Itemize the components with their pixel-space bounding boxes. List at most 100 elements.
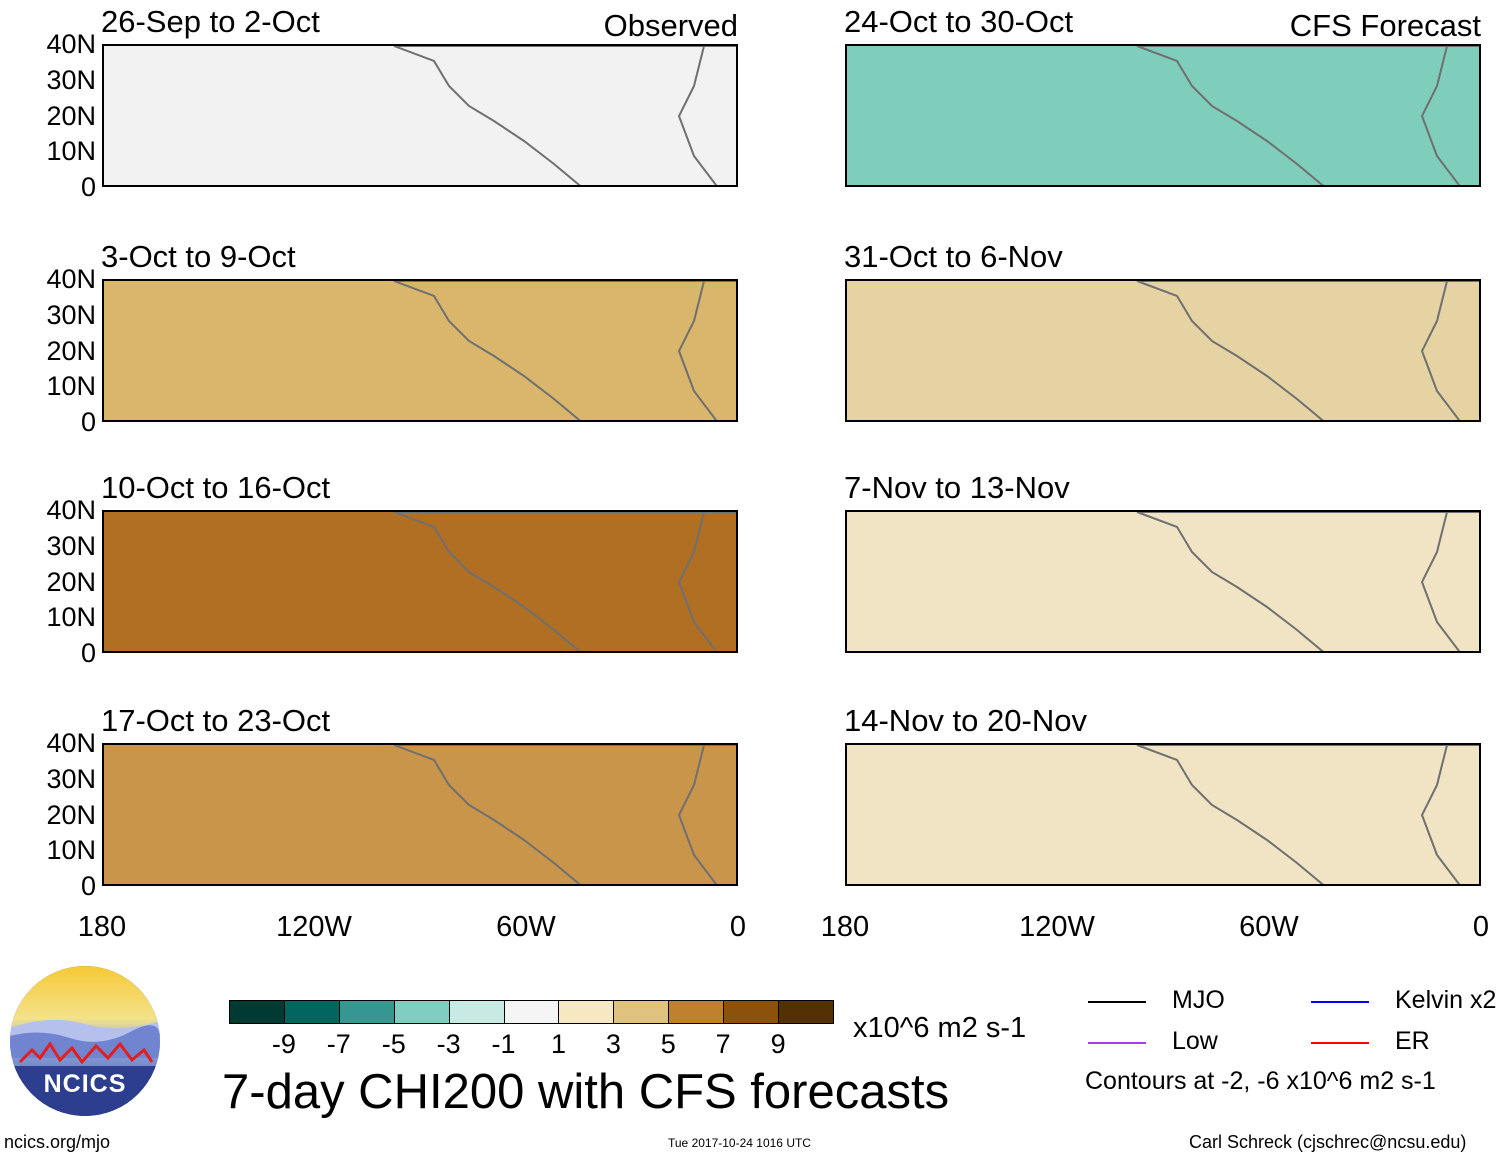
contours-note: Contours at -2, -6 x10^6 m2 s-1: [1085, 1067, 1436, 1095]
map-panel: [102, 44, 738, 187]
legend-label: Kelvin x2: [1395, 986, 1497, 1014]
map-graphic: [1136, 512, 1479, 651]
y-tick-label: 20N: [46, 566, 96, 597]
legend-line: [1088, 1042, 1146, 1044]
coastline: [393, 745, 736, 884]
footer-author: Carl Schreck (cjschrec@ncsu.edu): [1189, 1132, 1467, 1152]
legend-line: [1311, 1042, 1369, 1044]
x-tick-label: 180: [77, 911, 127, 943]
y-tick-label: 20N: [46, 335, 96, 366]
colorbar-label: 9: [770, 1029, 786, 1059]
panel-type-label: Observed: [603, 8, 738, 43]
legend-label: ER: [1395, 1027, 1430, 1055]
coastline: [677, 46, 718, 185]
colorbar-swatch: [283, 1000, 340, 1024]
footer-url[interactable]: ncics.org/mjo: [4, 1132, 111, 1152]
coastline: [677, 281, 718, 420]
panel-title: 26-Sep to 2-Oct: [101, 4, 320, 39]
logo-text: NCICS: [43, 1070, 127, 1098]
coastline: [393, 46, 736, 185]
coastline: [1136, 512, 1479, 651]
panel-title: 24-Oct to 30-Oct: [844, 4, 1074, 39]
panel-type-label: CFS Forecast: [1289, 8, 1481, 43]
coastline: [1136, 46, 1479, 185]
colorbar-swatch: [668, 1000, 725, 1024]
legend-line: [1088, 1001, 1146, 1003]
colorbar-label: 5: [660, 1029, 676, 1059]
y-tick-label: 20N: [46, 100, 96, 131]
footer-timestamp: Tue 2017-10-24 1016 UTC: [668, 1136, 811, 1150]
colorbar-label: -7: [326, 1029, 351, 1059]
legend-label: Low: [1172, 1027, 1218, 1055]
map-panel: [845, 44, 1481, 187]
colorbar-swatch: [448, 1000, 505, 1024]
colorbar-swatch: [723, 1000, 780, 1024]
y-tick-label: 0: [80, 172, 96, 202]
y-tick-label: 0: [80, 407, 96, 437]
y-tick-label: 40N: [46, 728, 96, 758]
coastline: [1420, 512, 1461, 651]
colorbar-swatch: [229, 1000, 285, 1024]
ncics-logo: NCICS: [10, 966, 160, 1116]
panel-title: 10-Oct to 16-Oct: [101, 470, 331, 505]
x-tick-label: 0: [729, 911, 747, 943]
colorbar-swatch: [503, 1000, 560, 1024]
x-tick-label: 120W: [276, 911, 352, 943]
colorbar-swatch: [393, 1000, 450, 1024]
legend-label: MJO: [1172, 986, 1225, 1014]
map-graphic: [1136, 46, 1479, 185]
y-tick-label: 40N: [46, 495, 96, 525]
colorbar-swatch: [613, 1000, 670, 1024]
colorbar-swatch: [338, 1000, 395, 1024]
coastline: [1420, 281, 1461, 420]
x-tick-label: 180: [820, 911, 870, 943]
x-tick-label: 60W: [1239, 911, 1299, 943]
map-panel: [102, 510, 738, 653]
colorbar-swatch: [778, 1000, 834, 1024]
map-graphic: [393, 46, 736, 185]
map-panel: [845, 279, 1481, 422]
colorbar-label: 7: [715, 1029, 731, 1059]
coastline: [677, 745, 718, 884]
colorbar: [229, 1000, 834, 1024]
coastline: [677, 512, 718, 651]
map-panel: [102, 279, 738, 422]
colorbar-label: -9: [271, 1029, 296, 1059]
coastline: [1420, 46, 1461, 185]
colorbar-label: -1: [491, 1029, 516, 1059]
coastline: [1136, 281, 1479, 420]
y-tick-label: 10N: [46, 371, 96, 402]
colorbar-label: 3: [605, 1029, 621, 1059]
panel-title: 7-Nov to 13-Nov: [844, 470, 1070, 505]
legend-line: [1311, 1001, 1369, 1003]
x-tick-label: 120W: [1019, 911, 1095, 943]
y-tick-label: 30N: [46, 530, 96, 561]
y-tick-label: 40N: [46, 29, 96, 59]
x-tick-label: 0: [1472, 911, 1490, 943]
y-tick-label: 30N: [46, 763, 96, 794]
main-title: 7-day CHI200 with CFS forecasts: [222, 1065, 950, 1119]
map-graphic: [393, 512, 736, 651]
colorbar-label: 1: [550, 1029, 566, 1059]
y-tick-label: 0: [80, 871, 96, 901]
y-tick-label: 40N: [46, 264, 96, 294]
map-graphic: [1136, 281, 1479, 420]
map-graphic: [1136, 745, 1479, 884]
colorbar-units: x10^6 m2 s-1: [853, 1012, 1027, 1044]
y-tick-label: 20N: [46, 799, 96, 830]
y-tick-label: 30N: [46, 299, 96, 330]
panel-title: 17-Oct to 23-Oct: [101, 703, 331, 738]
map-panel: [845, 743, 1481, 886]
panel-title: 31-Oct to 6-Nov: [844, 239, 1063, 274]
coastline: [1136, 745, 1479, 884]
colorbar-swatch: [558, 1000, 615, 1024]
coastline: [1420, 745, 1461, 884]
colorbar-label: -5: [381, 1029, 406, 1059]
panel-title: 14-Nov to 20-Nov: [844, 703, 1087, 738]
x-tick-label: 60W: [496, 911, 556, 943]
logo-graphic: [10, 966, 160, 1116]
map-panel: [102, 743, 738, 886]
y-tick-label: 10N: [46, 136, 96, 167]
coastline: [393, 281, 736, 420]
coastline: [393, 512, 736, 651]
